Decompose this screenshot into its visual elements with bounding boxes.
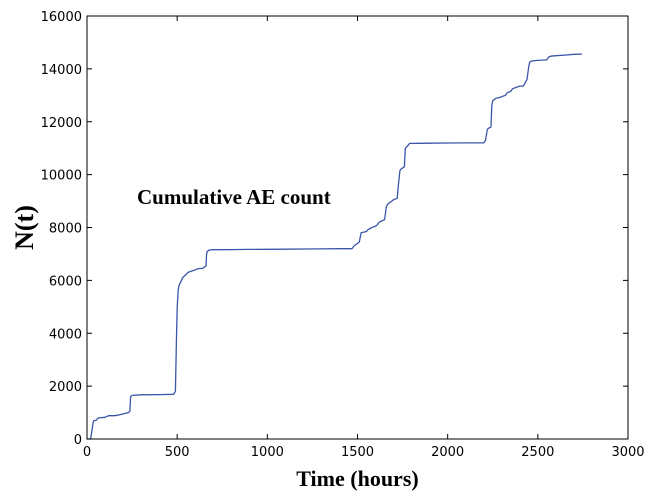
x-tick-label: 3000 [611, 445, 644, 460]
chart-annotation: Cumulative AE count [137, 185, 331, 209]
y-tick-label: 0 [74, 433, 82, 448]
y-tick-label: 8000 [49, 222, 82, 237]
x-tick-label: 1500 [341, 445, 374, 460]
x-tick-label: 0 [83, 445, 91, 460]
series-line-0 [87, 53, 583, 440]
y-tick-label: 14000 [41, 63, 82, 78]
y-tick-label: 4000 [49, 327, 82, 342]
x-tick-label: 2500 [521, 445, 554, 460]
x-axis-label: Time (hours) [296, 466, 418, 491]
plot-frame [86, 15, 629, 440]
y-axis-label: N(t) [10, 205, 39, 250]
y-tick-label: 2000 [49, 380, 82, 395]
plot-layer [87, 53, 583, 440]
y-tick-label: 16000 [41, 10, 82, 25]
x-tick-label: 500 [165, 445, 190, 460]
y-tick-label: 10000 [41, 169, 82, 184]
y-tick-label: 12000 [41, 116, 82, 131]
y-tick-label: 6000 [49, 274, 82, 289]
x-tick-label: 2000 [431, 445, 464, 460]
tick-layer: 0 500 1000 1500 2000 2500 3000 0 2000 4000 6000 800… [41, 10, 645, 460]
x-tick-label: 1000 [251, 445, 284, 460]
